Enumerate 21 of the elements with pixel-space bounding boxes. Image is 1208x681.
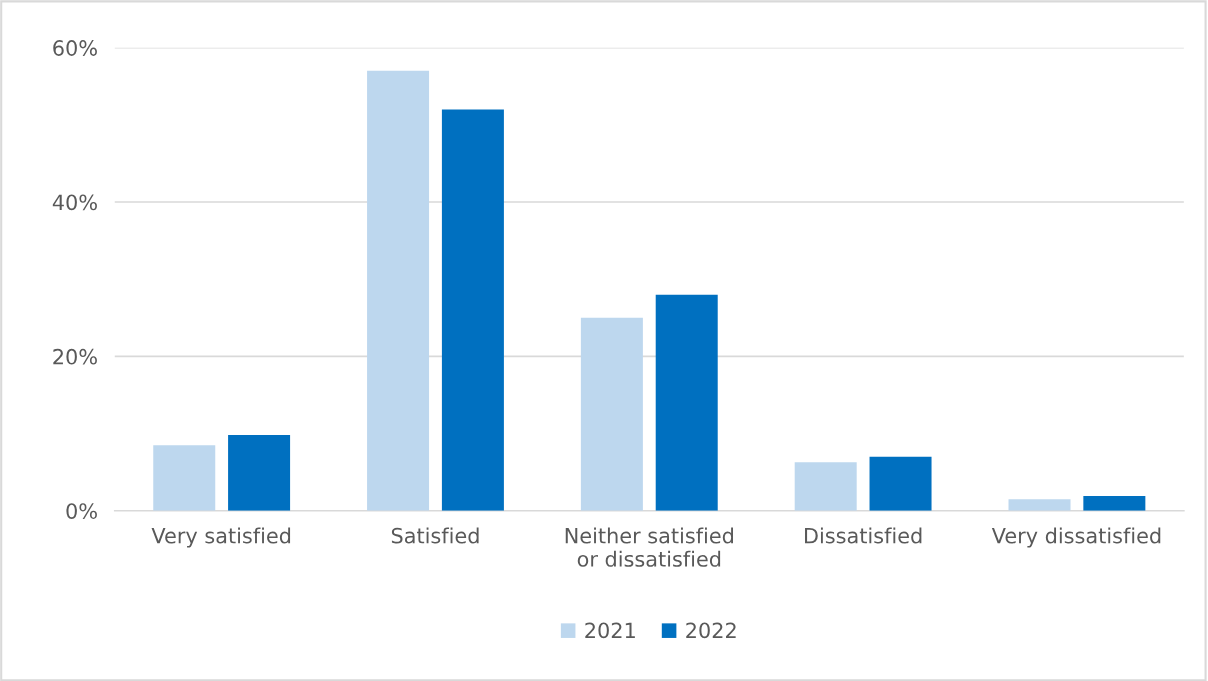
y-tick-label: 0% — [66, 503, 97, 519]
legend-label: 2021 — [585, 622, 635, 639]
bar — [1083, 496, 1146, 511]
bar — [794, 462, 857, 511]
x-tick-label: Very dissatisfied — [991, 527, 1161, 548]
x-tick-label: Neither satisfied or dissatisfied — [565, 527, 733, 567]
bar — [655, 294, 718, 511]
x-tick-label: Satisfied — [391, 527, 479, 544]
y-tick-label: 20% — [53, 348, 97, 365]
bar — [580, 317, 643, 511]
bar — [1008, 499, 1071, 511]
bar — [153, 445, 216, 511]
y-tick-label: 60% — [53, 40, 97, 56]
bar — [367, 70, 430, 511]
bar — [441, 109, 504, 511]
y-tick-label: 40% — [52, 194, 97, 211]
x-tick-label: Dissatisfied — [805, 527, 922, 544]
bar — [228, 435, 291, 511]
x-tick-label: Very satisfied — [151, 527, 291, 548]
bar — [869, 456, 932, 511]
legend-label: 2022 — [686, 622, 736, 639]
